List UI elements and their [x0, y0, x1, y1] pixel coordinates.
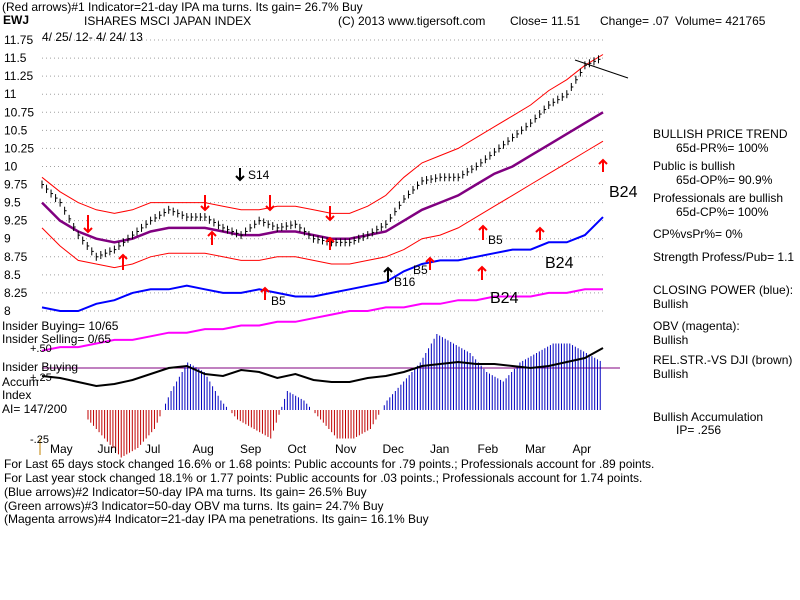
red-arrow-up-head — [478, 224, 488, 231]
footer-line-last-year: For Last year stock changed 18.1% or 1.7… — [4, 471, 643, 485]
y-tick-8.5: 8.5 — [4, 268, 21, 282]
ip-value: IP= .256 — [676, 423, 722, 437]
professionals-bullish: Professionals are bullish — [653, 191, 784, 205]
signal-b16: B16 — [394, 275, 416, 289]
ma-21-line — [41, 111, 604, 244]
footer-line-65-days: For Last 65 days stock changed 16.6% or … — [4, 457, 655, 471]
insider-selling: Insider Selling= 0/65 — [2, 332, 112, 346]
x-tick-dec: Dec — [383, 442, 404, 456]
y-tick-11: 11 — [4, 87, 17, 101]
red-arrow-down-head — [200, 205, 210, 212]
red-arrow-up-head — [598, 158, 608, 165]
y-tick-11.75: 11.75 — [4, 33, 33, 47]
public-bullish: Public is bullish — [653, 159, 736, 173]
y-tick-9.75: 9.75 — [4, 178, 28, 192]
x-tick-nov: Nov — [335, 442, 356, 456]
upper-band-line — [41, 54, 604, 214]
signal-s14: S14 — [248, 168, 270, 182]
relstr-label: REL.STR.-VS DJI (brown) — [653, 353, 793, 367]
volume-value: Volume= 421765 — [675, 14, 766, 28]
signal-b24-obv: B24 — [490, 290, 519, 307]
black-arrow-down-head — [235, 175, 245, 182]
y-tick-10.25: 10.25 — [4, 141, 34, 155]
insider-buying-label: Insider Buying — [2, 360, 79, 374]
copyright: (C) 2013 www.tigersoft.com — [338, 14, 486, 28]
index-label: Index — [2, 388, 32, 402]
closing-power-line — [41, 216, 604, 312]
signal-b24-price: B24 — [609, 184, 638, 201]
cp-vs-pr: CP%vsPr%= 0% — [653, 227, 743, 241]
lower-band-line — [41, 140, 604, 269]
chart-title: ISHARES MSCI JAPAN INDEX — [84, 14, 252, 28]
insider-buying: Insider Buying= 10/65 — [2, 319, 119, 333]
y-tick-10: 10 — [4, 159, 18, 173]
red-arrow-up-head — [207, 230, 217, 237]
ticker-symbol: EWJ — [3, 13, 30, 27]
x-tick-may: May — [50, 442, 73, 456]
date-range: 4/ 25/ 12- 4/ 24/ 13 — [42, 30, 143, 44]
closing-power-state: Bullish — [653, 297, 689, 311]
y-tick-8.25: 8.25 — [4, 286, 28, 300]
ai-value: AI= 147/200 — [2, 402, 68, 416]
obv-label: OBV (magenta): — [653, 319, 740, 333]
red-arrow-up-head — [477, 265, 487, 272]
x-tick-sep: Sep — [240, 442, 262, 456]
footer-line-magenta-arrows: (Magenta arrows)#4 Indicator=21-day IPA … — [4, 512, 429, 526]
x-tick-jul: Jul — [145, 442, 160, 456]
footer-line-green-arrows: (Green arrows)#3 Indicator=50-day OBV ma… — [4, 499, 384, 513]
closing-power-label: CLOSING POWER (blue): — [653, 283, 794, 297]
accum-level-plus25: +.25 — [30, 372, 52, 384]
cp-value: 65d-CP%= 100% — [676, 205, 769, 219]
y-tick-10.75: 10.75 — [4, 105, 34, 119]
footer-line-blue-arrows: (Blue arrows)#2 Indicator=50-day IPA ma … — [4, 485, 367, 499]
red-arrow-up-head — [118, 253, 128, 260]
change-value: Change= .07 — [600, 14, 670, 28]
red-arrow-up-head — [260, 286, 270, 293]
x-tick-aug: Aug — [193, 442, 214, 456]
bullish-price-trend: BULLISH PRICE TREND — [653, 127, 788, 141]
y-tick-9.5: 9.5 — [4, 196, 21, 210]
x-tick-feb: Feb — [478, 442, 499, 456]
red-arrow-up-head — [325, 236, 335, 243]
strength-profess-pub: Strength Profess/Pub= 1.1 — [653, 250, 795, 264]
y-tick-8.75: 8.75 — [4, 250, 28, 264]
relstr-line — [41, 347, 604, 388]
x-tick-jan: Jan — [430, 442, 449, 456]
y-tick-11.5: 11.5 — [4, 51, 27, 65]
header-indicator-line: (Red arrows)#1 Indicator=21-day IPA ma t… — [2, 0, 363, 14]
trendline — [574, 59, 629, 79]
red-arrow-down-head — [325, 215, 335, 222]
bullish-accumulation: Bullish Accumulation — [653, 410, 764, 424]
relstr-state: Bullish — [653, 367, 689, 381]
signal-b24-closing-power: B24 — [545, 255, 574, 272]
y-tick-11.25: 11.25 — [4, 69, 33, 83]
x-tick-apr: Apr — [573, 442, 592, 456]
y-tick-10.5: 10.5 — [4, 123, 28, 137]
black-arrow-up-head — [383, 266, 393, 273]
obv-line — [41, 288, 603, 352]
obv-state: Bullish — [653, 333, 689, 347]
x-tick-mar: Mar — [525, 442, 546, 456]
signal-b5-c: B5 — [271, 294, 286, 308]
signal-b5-a: B5 — [488, 233, 503, 247]
accum-level-plus50: +.50 — [30, 343, 52, 355]
close-price: Close= 11.51 — [510, 14, 581, 28]
pr-value: 65d-PR%= 100% — [676, 141, 769, 155]
signal-b5-b: B5 — [413, 263, 428, 277]
red-arrow-down-head — [83, 227, 93, 234]
red-arrow-down-head — [265, 205, 275, 212]
accum-level-minus25: -.25 — [30, 434, 49, 446]
op-value: 65d-OP%= 90.9% — [676, 173, 773, 187]
red-arrow-up-head — [425, 256, 435, 263]
y-tick-9.25: 9.25 — [4, 214, 28, 228]
x-tick-jun: Jun — [98, 442, 117, 456]
red-arrow-up-head — [535, 226, 545, 233]
accum-label: Accum — [2, 375, 39, 389]
x-tick-oct: Oct — [288, 442, 307, 456]
y-tick-8: 8 — [4, 304, 11, 318]
y-tick-9: 9 — [4, 232, 11, 246]
